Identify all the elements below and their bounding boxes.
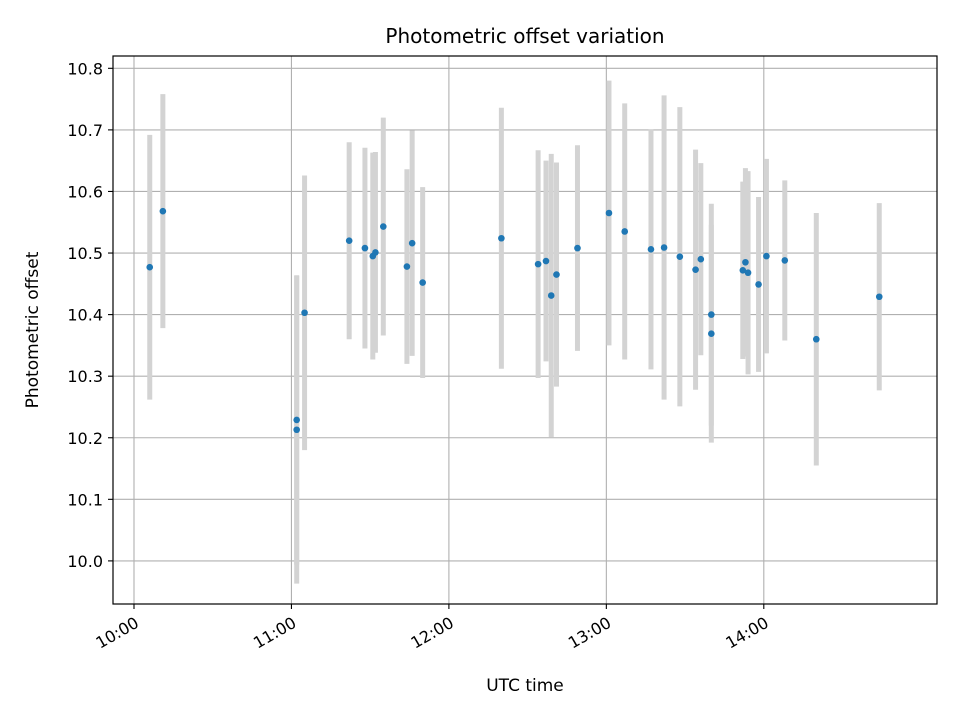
y-axis-label: Photometric offset	[23, 251, 43, 408]
data-point	[812, 335, 820, 343]
data-point	[547, 292, 555, 299]
data-point	[676, 253, 684, 261]
data-point	[708, 330, 715, 337]
data-point	[708, 311, 715, 318]
plot-frame	[112, 55, 938, 605]
chart-title: Photometric offset variation	[385, 24, 664, 48]
data-point	[763, 252, 770, 260]
data-point	[293, 426, 300, 434]
data-point	[744, 269, 752, 277]
data-point	[742, 258, 749, 266]
point-layer	[146, 207, 883, 434]
y-tick-label: 10.7	[67, 121, 103, 140]
data-point	[372, 249, 379, 256]
x-tick-label: 10:00	[93, 613, 142, 653]
data-point	[553, 271, 560, 278]
data-point	[498, 234, 505, 242]
data-point	[739, 266, 747, 274]
x-tick-label: 12:00	[407, 613, 456, 653]
data-point	[875, 293, 883, 301]
data-point	[697, 255, 705, 263]
data-point	[660, 244, 668, 251]
data-point	[534, 260, 542, 268]
data-point	[755, 281, 762, 288]
x-tick-label: 13:00	[565, 613, 614, 653]
data-point	[419, 279, 426, 286]
data-point	[781, 257, 789, 264]
x-axis-label: UTC time	[486, 676, 564, 696]
x-tick-label: 11:00	[250, 613, 299, 653]
data-point	[605, 209, 613, 217]
grid-layer	[113, 56, 937, 604]
data-point	[647, 246, 655, 253]
data-point	[542, 257, 550, 265]
y-tick-label: 10.2	[67, 429, 103, 448]
data-point	[345, 237, 353, 245]
y-tick-label: 10.1	[67, 490, 103, 509]
data-point	[621, 228, 629, 235]
y-tick-label: 10.0	[67, 552, 103, 571]
y-tick-label: 10.6	[67, 182, 103, 201]
data-point	[361, 244, 369, 252]
data-point	[146, 263, 154, 271]
y-tick-label: 10.5	[67, 244, 103, 263]
y-tick-label: 10.8	[67, 59, 103, 78]
y-tick-label: 10.3	[67, 367, 103, 386]
data-point	[379, 223, 387, 230]
y-tick-label: 10.4	[67, 306, 103, 325]
data-point	[408, 239, 416, 247]
errorbar-layer	[147, 80, 882, 584]
data-point	[301, 309, 308, 317]
x-tick-label: 14:00	[722, 613, 771, 653]
data-point	[159, 207, 167, 215]
data-point	[293, 416, 300, 424]
data-point	[574, 244, 581, 252]
data-point	[692, 266, 699, 273]
data-point	[403, 263, 411, 270]
